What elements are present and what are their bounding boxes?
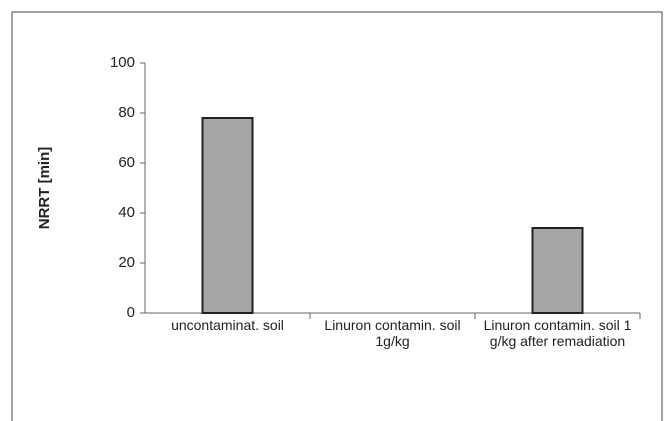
x-tick-label-box: Linuron contamin. soil 1g/kg <box>324 317 461 349</box>
x-tick-label: Linuron contamin. soil 1g/kg <box>324 317 461 349</box>
y-tick-label: 40 <box>118 204 135 221</box>
y-tick-label: 20 <box>118 254 135 271</box>
bar <box>531 227 584 314</box>
x-tick-label-box: uncontaminat. soil <box>171 317 284 333</box>
frame <box>11 11 663 421</box>
y-tick-label: 0 <box>127 304 135 321</box>
x-tick-label-box: Linuron contamin. soil 1 g/kg after rema… <box>483 317 632 349</box>
y-tick-label: 80 <box>118 104 135 121</box>
x-tick-label: Linuron contamin. soil 1 g/kg after rema… <box>483 317 632 349</box>
y-tick-label: 100 <box>110 54 135 71</box>
x-tick-label: uncontaminat. soil <box>171 317 284 333</box>
y-tick-label: 60 <box>118 154 135 171</box>
y-axis-label: NRRT [min] <box>36 147 53 230</box>
bar <box>201 117 254 314</box>
